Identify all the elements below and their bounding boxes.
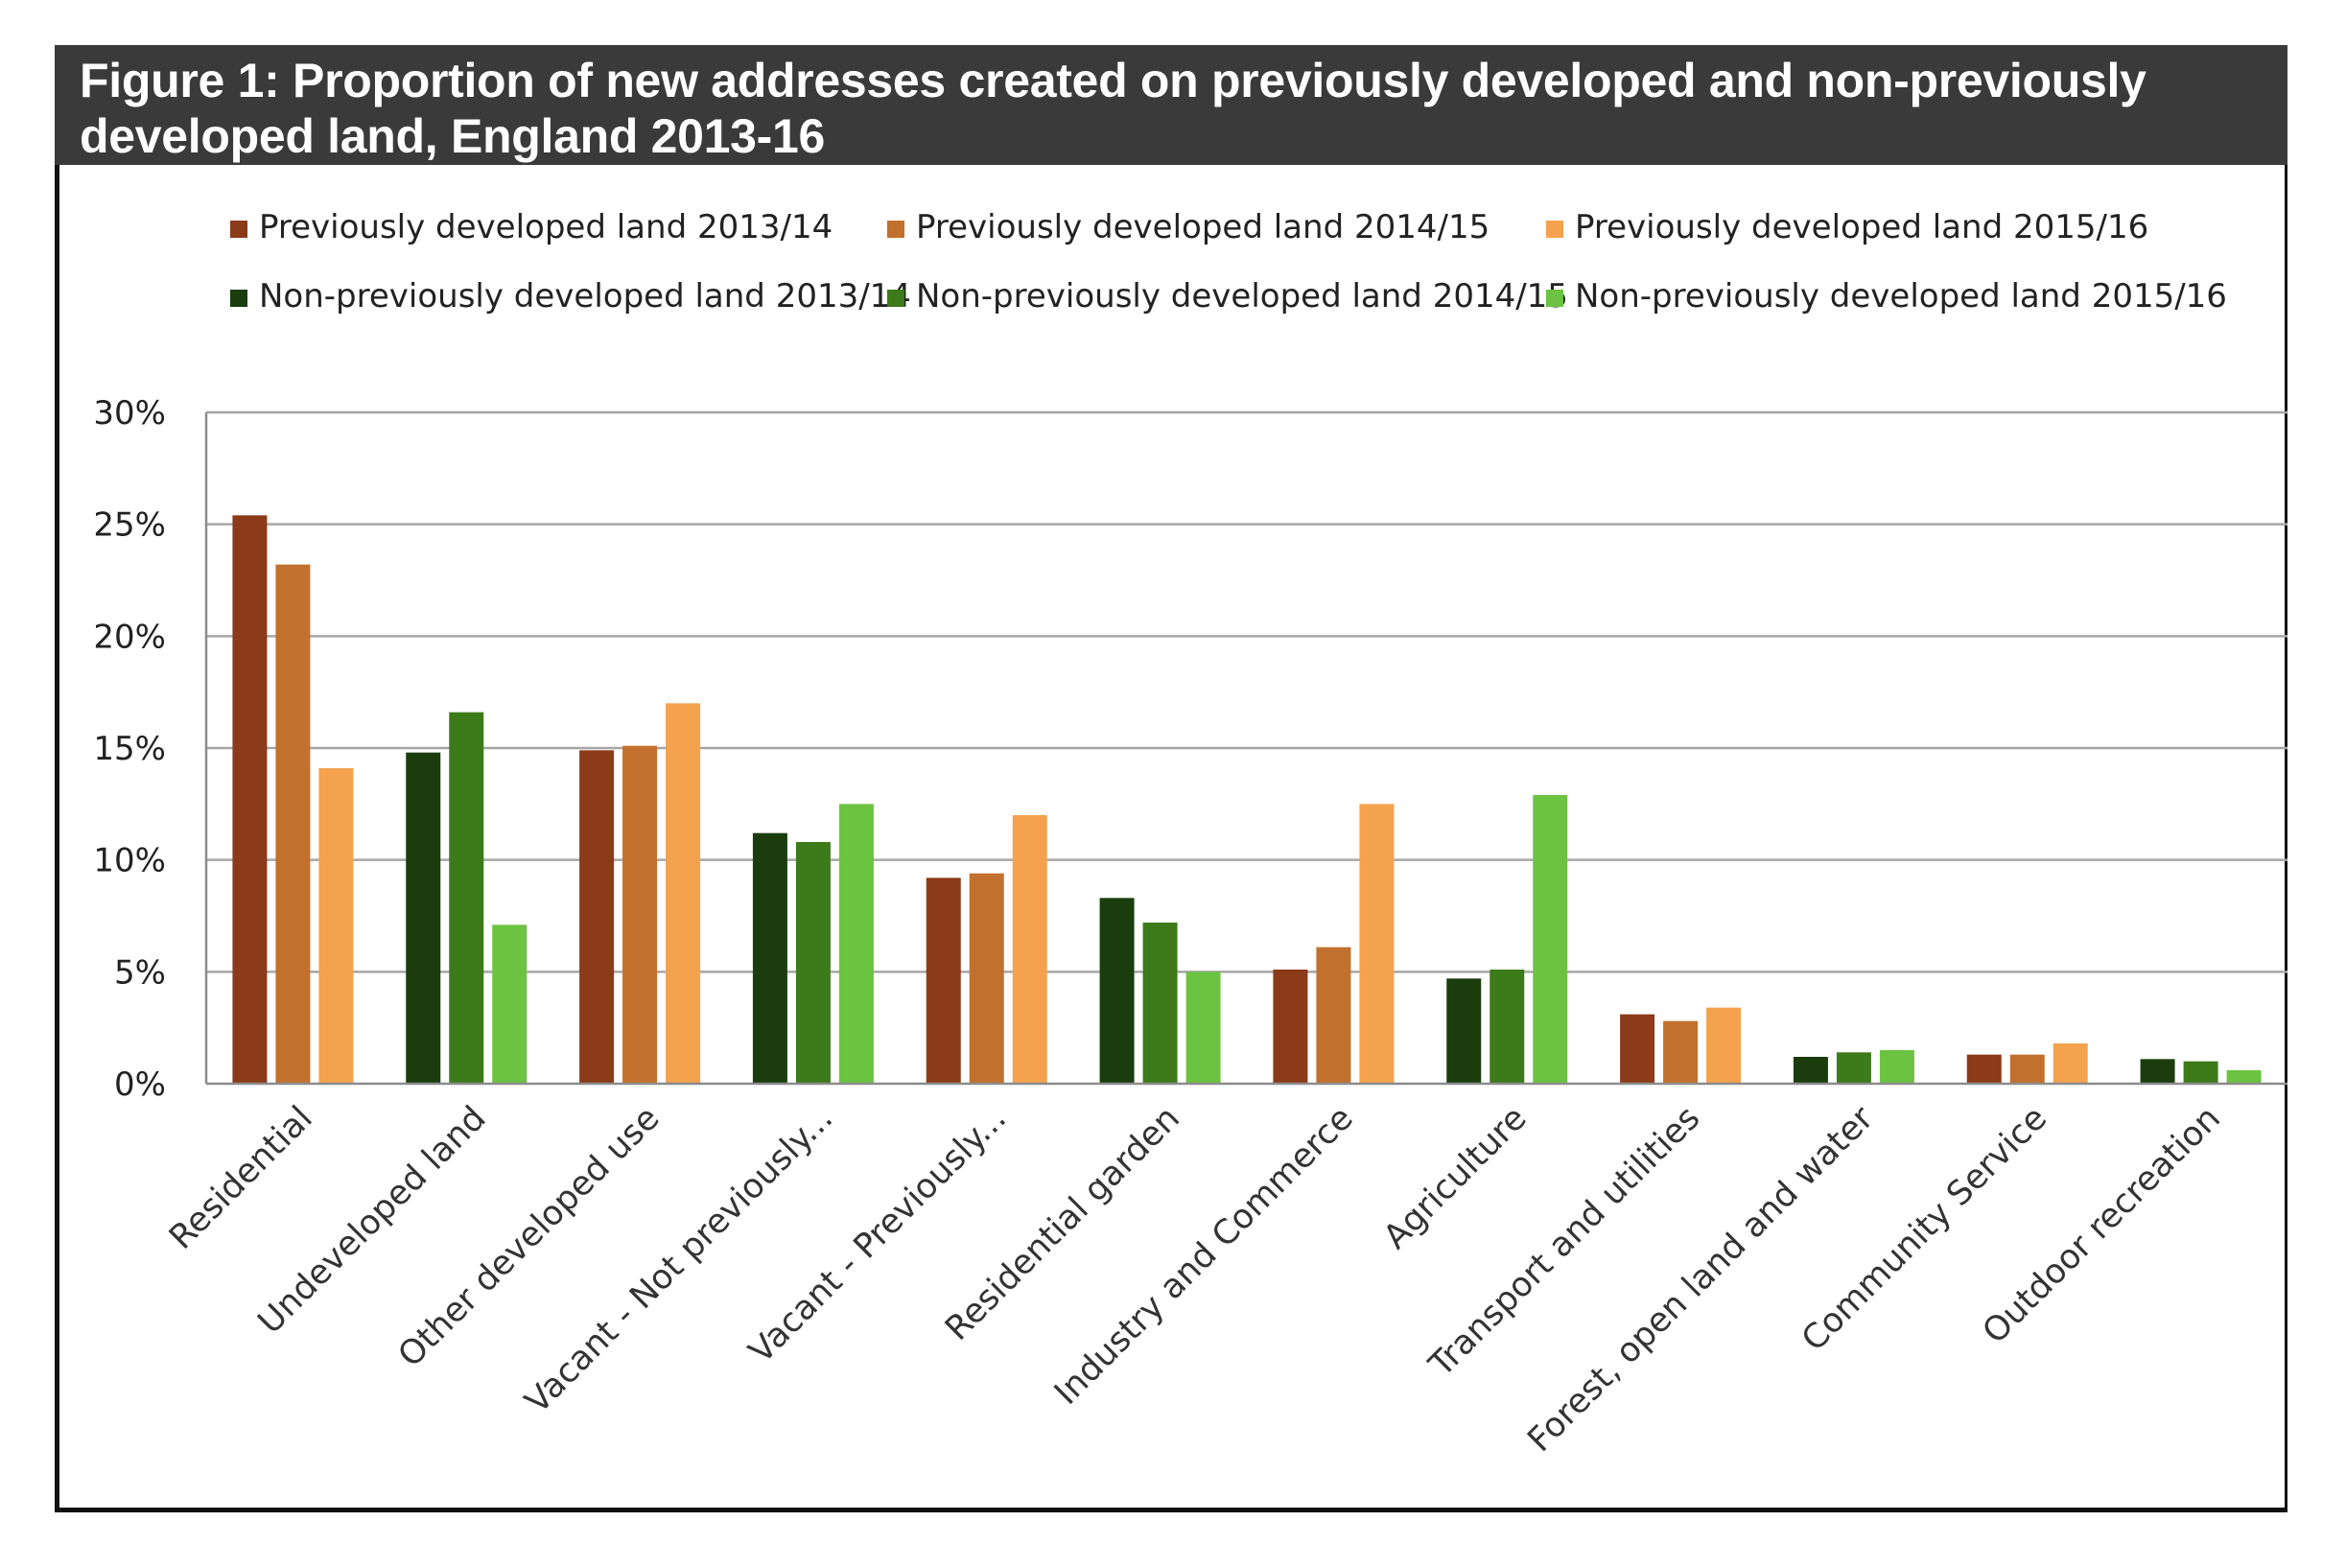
legend-label-non-previously-developed-land-2013-14: Non-previously developed land 2013/14 [259,277,911,316]
legend-label-previously-developed-land-2015-16: Previously developed land 2015/16 [1575,208,2148,246]
bar-undeveloped-land-non-previously-developed-land-2013-14 [406,752,441,1084]
bar-other-developed-use-previously-developed-land-2014-15 [622,745,658,1084]
chart-bars [232,515,2262,1084]
chart-gridlines [206,410,2287,973]
bar-vacant-previously-previously-developed-land-2014-15 [969,873,1004,1084]
y-tick-label: 15% [93,730,166,768]
bar-transport-and-utilities-previously-developed-land-2013-14 [1620,1014,1655,1084]
bar-undeveloped-land-non-previously-developed-land-2015-16 [492,924,528,1084]
x-axis [204,412,2287,1086]
bar-vacant-previously-previously-developed-land-2013-14 [926,878,961,1084]
bar-outdoor-recreation-non-previously-developed-land-2015-16 [2226,1070,2262,1084]
bar-community-service-previously-developed-land-2015-16 [2053,1043,2088,1084]
bar-residential-previously-developed-land-2015-16 [318,768,354,1084]
bar-transport-and-utilities-previously-developed-land-2014-15 [1663,1020,1699,1084]
title-bar: Figure 1: Proportion of new addresses cr… [55,45,2287,165]
legend-swatch-non-previously-developed-land-2014-15 [887,290,904,307]
y-tick-label: 10% [93,842,166,880]
bar-outdoor-recreation-non-previously-developed-land-2014-15 [2183,1061,2218,1084]
x-tick-label-agriculture: Agriculture [1376,1099,1534,1256]
legend-swatch-non-previously-developed-land-2013-14 [230,290,247,307]
y-tick-label: 0% [114,1065,166,1104]
legend-swatch-previously-developed-land-2015-16 [1546,221,1563,238]
bar-community-service-previously-developed-land-2014-15 [2009,1054,2045,1084]
x-tick-label-residential: Residential [162,1099,320,1257]
chart-legend: Previously developed land 2013/14 Previou… [230,208,2227,316]
bar-transport-and-utilities-previously-developed-land-2015-16 [1706,1007,1742,1084]
bar-vacant-not-previously-non-previously-developed-land-2014-15 [795,842,831,1084]
legend-label-non-previously-developed-land-2014-15: Non-previously developed land 2014/15 [916,277,1568,316]
legend-label-non-previously-developed-land-2015-16: Non-previously developed land 2015/16 [1575,277,2227,316]
bar-residential-previously-developed-land-2013-14 [232,515,268,1084]
x-tick-label-industry-and-commerce: Industry and Commerce [1047,1099,1361,1413]
bar-residential-previously-developed-land-2014-15 [275,564,311,1084]
x-tick-label-vacant-not-previously: Vacant - Not previously... [518,1099,840,1421]
bar-other-developed-use-previously-developed-land-2015-16 [666,703,701,1084]
bar-industry-and-commerce-previously-developed-land-2013-14 [1273,970,1308,1084]
bar-forest-open-land-and-water-non-previously-developed-land-2014-15 [1836,1052,1871,1084]
bar-community-service-previously-developed-land-2013-14 [1966,1054,2002,1084]
bar-forest-open-land-and-water-non-previously-developed-land-2013-14 [1793,1057,1828,1084]
bar-vacant-not-previously-non-previously-developed-land-2015-16 [838,804,874,1084]
bar-agriculture-non-previously-developed-land-2014-15 [1490,970,1525,1084]
legend-swatch-previously-developed-land-2014-15 [887,221,904,238]
figure-frame [55,45,2287,1512]
bar-vacant-not-previously-non-previously-developed-land-2013-14 [752,832,787,1084]
bar-industry-and-commerce-previously-developed-land-2014-15 [1316,947,1351,1084]
legend-label-previously-developed-land-2014-15: Previously developed land 2014/15 [916,208,1490,246]
legend-swatch-previously-developed-land-2013-14 [230,221,247,238]
bar-undeveloped-land-non-previously-developed-land-2014-15 [449,712,484,1084]
bar-outdoor-recreation-non-previously-developed-land-2013-14 [2140,1059,2175,1084]
chart-title: Figure 1: Proportion of new addresses cr… [80,54,2147,163]
y-axis: 0% 5% 10% 15% 20% 25% 30% [93,394,166,1104]
bar-agriculture-non-previously-developed-land-2015-16 [1533,795,1568,1084]
y-tick-label: 25% [93,506,166,545]
bar-vacant-previously-previously-developed-land-2015-16 [1012,815,1047,1084]
bar-industry-and-commerce-previously-developed-land-2015-16 [1359,804,1395,1084]
bar-residential-garden-non-previously-developed-land-2013-14 [1099,898,1135,1084]
legend-swatch-non-previously-developed-land-2015-16 [1546,290,1563,307]
bar-forest-open-land-and-water-non-previously-developed-land-2015-16 [1879,1050,1914,1084]
y-tick-label: 30% [93,394,166,433]
x-tick-label-forest-open-land-and-water: Forest, open land and water [1520,1099,1881,1460]
y-tick-label: 20% [93,618,166,656]
bar-residential-garden-non-previously-developed-land-2014-15 [1142,923,1178,1084]
bar-residential-garden-non-previously-developed-land-2015-16 [1185,971,1221,1084]
bar-agriculture-non-previously-developed-land-2013-14 [1446,978,1482,1084]
legend-label-previously-developed-land-2013-14: Previously developed land 2013/14 [259,208,833,246]
y-tick-label: 5% [114,953,166,992]
bar-other-developed-use-previously-developed-land-2013-14 [579,750,615,1084]
